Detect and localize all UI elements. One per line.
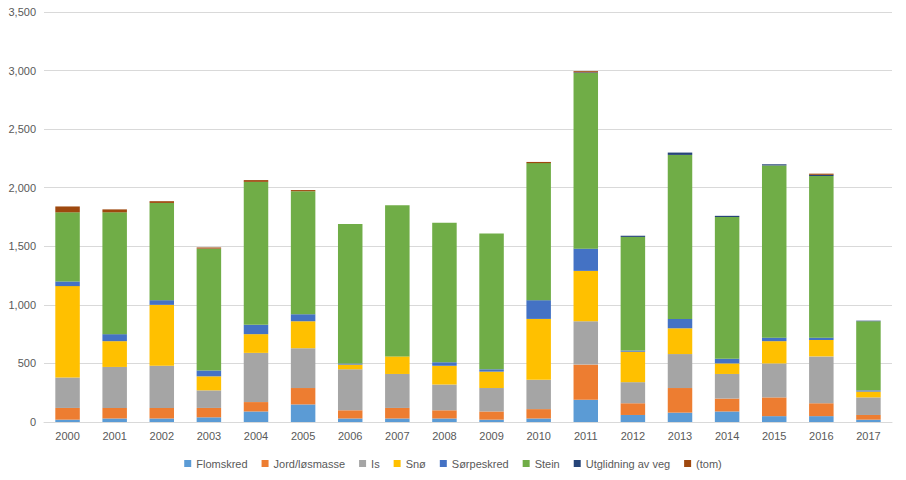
svg-text:2007: 2007 xyxy=(385,430,409,442)
svg-text:2015: 2015 xyxy=(762,430,786,442)
svg-text:2012: 2012 xyxy=(621,430,645,442)
svg-text:2001: 2001 xyxy=(102,430,126,442)
svg-text:2008: 2008 xyxy=(432,430,456,442)
svg-text:500: 500 xyxy=(18,357,36,369)
svg-text:Utglidning av veg: Utglidning av veg xyxy=(586,458,670,470)
svg-text:2010: 2010 xyxy=(526,430,550,442)
svg-text:Sørpeskred: Sørpeskred xyxy=(452,458,509,470)
svg-text:2011: 2011 xyxy=(574,430,598,442)
svg-text:Snø: Snø xyxy=(406,458,426,470)
svg-text:2014: 2014 xyxy=(715,430,739,442)
svg-text:Jord/løsmasse: Jord/løsmasse xyxy=(274,458,346,470)
svg-text:0: 0 xyxy=(30,416,36,428)
svg-text:1,500: 1,500 xyxy=(8,240,36,252)
svg-text:2004: 2004 xyxy=(244,430,268,442)
svg-text:1,000: 1,000 xyxy=(8,299,36,311)
svg-text:2016: 2016 xyxy=(809,430,833,442)
svg-text:2005: 2005 xyxy=(291,430,315,442)
svg-text:2,000: 2,000 xyxy=(8,182,36,194)
svg-text:2000: 2000 xyxy=(55,430,79,442)
svg-text:(tom): (tom) xyxy=(696,458,722,470)
svg-text:2003: 2003 xyxy=(197,430,221,442)
svg-text:2002: 2002 xyxy=(150,430,174,442)
svg-text:Is: Is xyxy=(371,458,380,470)
svg-text:Stein: Stein xyxy=(535,458,560,470)
svg-text:Flomskred: Flomskred xyxy=(196,458,247,470)
svg-text:3,500: 3,500 xyxy=(8,6,36,18)
svg-text:2017: 2017 xyxy=(856,430,880,442)
svg-text:2009: 2009 xyxy=(479,430,503,442)
svg-text:2,500: 2,500 xyxy=(8,123,36,135)
svg-text:2013: 2013 xyxy=(668,430,692,442)
svg-text:3,000: 3,000 xyxy=(8,65,36,77)
svg-text:2006: 2006 xyxy=(338,430,362,442)
